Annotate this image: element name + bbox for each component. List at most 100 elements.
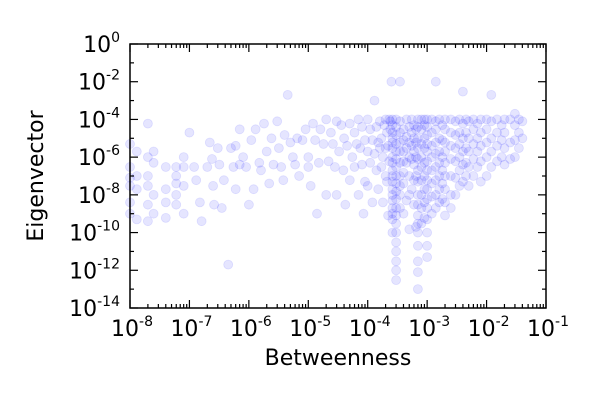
data-point: [475, 156, 486, 167]
data-point: [387, 120, 398, 130]
data-point: [430, 137, 441, 148]
data-point: [409, 199, 419, 210]
data-point: [386, 76, 397, 87]
data-point: [391, 265, 402, 276]
data-point: [387, 195, 398, 206]
data-point: [510, 135, 520, 146]
data-point: [409, 133, 419, 144]
data-point: [261, 146, 272, 157]
data-point: [395, 157, 405, 168]
data-point: [387, 171, 398, 181]
data-point: [391, 194, 402, 204]
data-point: [422, 114, 433, 125]
data-point: [290, 159, 301, 170]
data-point: [475, 140, 486, 151]
data-point: [347, 152, 358, 163]
data-point: [305, 180, 316, 191]
data-point: [422, 146, 433, 157]
data-point: [422, 252, 433, 263]
data-point: [367, 135, 378, 146]
data-point: [401, 114, 412, 125]
tick-labels-layer: 10-8 10-7 10-6 10-5 10-4 10-3 10-2 10-110-1410-…: [69, 30, 569, 342]
data-point: [234, 124, 245, 135]
data-point: [339, 133, 350, 144]
data-point: [387, 143, 398, 154]
data-point: [454, 165, 465, 176]
data-point: [189, 162, 200, 172]
data-point: [358, 208, 369, 219]
data-point: [404, 224, 415, 235]
data-point: [404, 189, 415, 200]
data-point: [468, 114, 479, 125]
data-point: [437, 194, 448, 204]
data-point: [387, 227, 398, 238]
data-point: [499, 127, 510, 138]
data-point: [357, 122, 367, 132]
data-point: [218, 175, 229, 186]
data-point: [313, 157, 324, 168]
data-point: [276, 162, 287, 172]
data-point: [387, 189, 398, 200]
data-point: [160, 162, 171, 172]
ticks-layer: [129, 43, 547, 309]
data-point: [131, 146, 142, 157]
data-point: [243, 199, 254, 210]
data-point: [416, 124, 427, 135]
data-point: [404, 122, 415, 132]
data-point: [365, 124, 376, 135]
data-point: [450, 172, 461, 183]
data-point: [510, 108, 520, 119]
data-point: [416, 218, 427, 229]
data-point: [412, 256, 423, 267]
data-point: [385, 116, 396, 127]
data-point: [422, 214, 433, 225]
data-point: [437, 152, 448, 163]
data-point: [412, 165, 423, 176]
data-point: [409, 159, 419, 170]
data-point: [461, 157, 471, 168]
data-point: [142, 216, 153, 227]
data-point: [315, 124, 326, 135]
data-point: [412, 210, 423, 221]
data-point: [391, 171, 402, 181]
data-point: [300, 124, 311, 135]
data-point: [440, 197, 450, 208]
data-point: [349, 162, 360, 172]
data-point: [475, 114, 486, 125]
data-point: [374, 116, 385, 127]
data-point: [505, 137, 516, 148]
data-point: [148, 189, 159, 200]
data-point: [422, 175, 433, 186]
data-point: [395, 180, 405, 191]
data-point: [475, 176, 486, 187]
data-point: [412, 143, 423, 154]
data-point: [401, 143, 412, 154]
data-point: [268, 159, 279, 170]
data-point: [422, 227, 433, 238]
y-tick-label: 10-14: [69, 294, 120, 322]
x-tick-label: 10-2: [468, 314, 510, 342]
data-point: [445, 203, 456, 213]
data-point: [387, 133, 398, 144]
data-point: [450, 143, 461, 154]
data-point: [412, 122, 423, 132]
data-point: [486, 146, 497, 157]
data-point: [391, 186, 402, 197]
data-point: [422, 122, 433, 132]
data-point: [416, 152, 427, 163]
data-point: [445, 189, 456, 200]
data-point: [142, 199, 153, 210]
data-point: [430, 76, 441, 87]
data-point: [380, 114, 391, 125]
data-point: [327, 139, 338, 149]
data-point: [391, 218, 402, 229]
data-point: [426, 191, 437, 202]
data-point: [171, 178, 182, 189]
data-point: [303, 152, 314, 163]
data-point: [285, 137, 296, 148]
data-point: [434, 114, 445, 125]
data-point: [422, 203, 433, 213]
data-point: [148, 146, 159, 157]
data-point: [486, 133, 497, 144]
data-point: [481, 152, 492, 163]
